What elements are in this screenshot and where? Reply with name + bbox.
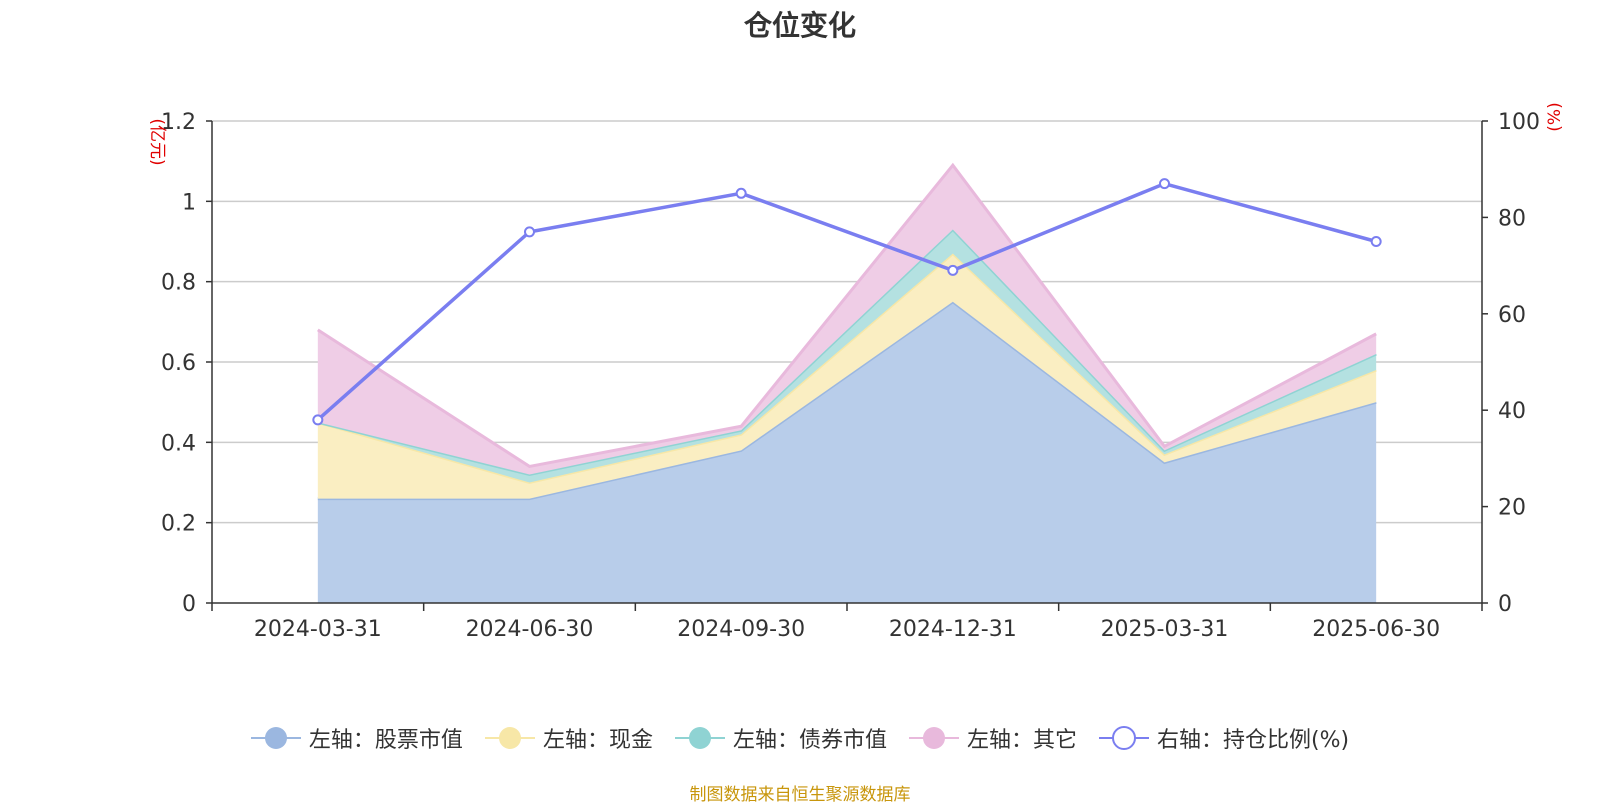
ratio-point	[524, 226, 535, 238]
x-axis-tick-label: 2025-03-31	[1101, 617, 1229, 642]
legend-label: 左轴：其它	[966, 728, 1077, 753]
right-axis-tick-label: 20	[1498, 496, 1526, 521]
ratio-line-path	[316, 181, 1377, 422]
left-axis-tick-label: 0	[182, 592, 196, 617]
ratio-point	[735, 187, 747, 199]
legend-marker-icon	[250, 727, 301, 749]
area-band	[317, 301, 1377, 603]
ratio-point	[312, 414, 324, 426]
legend-marker-icon	[674, 727, 725, 749]
left-axis-unit: (亿元)	[147, 118, 167, 165]
axes: 0 0.2 0.4 0.6 0.8 1 1.2 0 20 40 60 80 100 2024-03-31 2…	[161, 110, 1540, 642]
area-band	[317, 165, 1377, 475]
right-axis-tick-label: 0	[1498, 592, 1512, 617]
x-axis-tick-label: 2024-12-31	[889, 617, 1017, 642]
area-top-line	[317, 299, 1377, 501]
x-axis-tick-label: 2025-06-30	[1312, 617, 1440, 642]
legend: 左轴：股票市值 左轴：现金 左轴：债券市值 左轴：其它 右轴：持仓比例(%)	[0, 722, 1600, 754]
stacked-areas	[317, 162, 1377, 603]
left-axis-tick-label: 0.4	[161, 431, 196, 456]
right-axis-tick-label: 100	[1498, 110, 1540, 135]
right-axis-tick-label: 80	[1498, 206, 1526, 231]
ratio-line	[312, 178, 1382, 426]
left-axis-tick-label: 0.8	[161, 271, 196, 296]
legend-item[interactable]: 左轴：债券市值	[674, 722, 887, 754]
x-axis-tick-label: 2024-09-30	[677, 617, 805, 642]
left-axis-tick-label: 1.2	[161, 110, 196, 135]
legend-marker-icon	[484, 727, 535, 749]
right-axis-tick-label: 60	[1498, 303, 1526, 328]
legend-item[interactable]: 左轴：股票市值	[250, 722, 463, 754]
legend-item[interactable]: 右轴：持仓比例(%)	[1098, 722, 1350, 754]
ratio-point	[1370, 236, 1382, 247]
area-band	[317, 253, 1377, 499]
ratio-point	[947, 264, 959, 276]
right-axis-unit: (%)	[1545, 102, 1565, 131]
legend-marker-icon	[908, 727, 959, 749]
source-note: 制图数据来自恒生聚源数据库	[689, 785, 911, 805]
x-axis-tick-label: 2024-06-30	[466, 617, 594, 642]
legend-label: 左轴：债券市值	[732, 728, 887, 753]
legend-item[interactable]: 左轴：现金	[484, 722, 653, 754]
chart-title: 仓位变化	[743, 9, 856, 42]
left-axis-tick-label: 1	[182, 190, 196, 215]
x-axis-tick-label: 2024-03-31	[254, 617, 382, 642]
ratio-point	[1159, 178, 1170, 190]
legend-label: 左轴：现金	[542, 728, 653, 753]
legend-item[interactable]: 左轴：其它	[908, 722, 1077, 754]
left-axis-tick-label: 0.6	[161, 351, 196, 376]
legend-label: 左轴：股票市值	[308, 728, 463, 753]
area-top-line	[317, 162, 1377, 469]
right-axis-tick-label: 40	[1498, 399, 1526, 424]
left-axis-tick-label: 0.2	[161, 512, 196, 537]
legend-label: 右轴：持仓比例(%)	[1156, 728, 1350, 753]
legend-marker-icon	[1098, 726, 1149, 750]
